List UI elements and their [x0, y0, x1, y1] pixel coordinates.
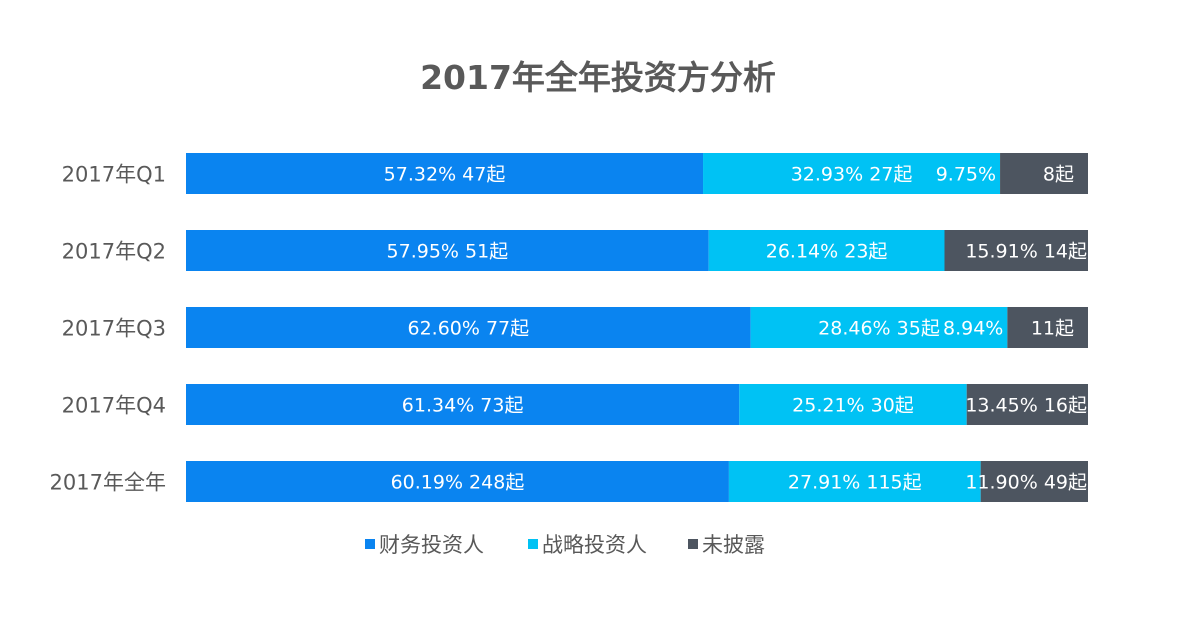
bar-segment: [728, 461, 981, 502]
bar-segment: [186, 153, 704, 194]
legend-swatch: [528, 539, 538, 549]
bar-area: [186, 153, 1088, 502]
bar-data-label: 9.75%: [936, 164, 996, 186]
bar-data-label: 62.60% 77起: [407, 318, 529, 340]
bar-data-label: 32.93% 27起: [791, 164, 913, 186]
bar-data-label: 8起: [1043, 164, 1074, 186]
bar-data-label: 61.34% 73起: [402, 395, 524, 417]
category-label: 2017年Q4: [62, 394, 166, 418]
bar-segment: [186, 307, 751, 348]
bar-segment: [966, 384, 1088, 425]
legend-label: 财务投资人: [379, 533, 484, 557]
bar-segment: [708, 230, 945, 271]
bar-data-label: 28.46% 35起: [818, 318, 940, 340]
bar-data-label: 57.95% 51起: [387, 241, 509, 263]
bar-segment: [750, 307, 1008, 348]
bar-data-label: 11.90% 49起: [965, 472, 1087, 494]
bar-data-label: 8.94%: [943, 318, 1003, 340]
bar-segment: [980, 461, 1088, 502]
bar-data-label: 11起: [1031, 318, 1074, 340]
category-label: 2017年Q1: [62, 163, 166, 187]
category-label: 2017年Q2: [62, 240, 166, 264]
legend-swatch: [365, 539, 375, 549]
bar-segment: [944, 230, 1088, 271]
bar-segment: [186, 461, 729, 502]
bar-data-label: 26.14% 23起: [766, 241, 888, 263]
bar-data-label: 27.91% 115起: [788, 472, 922, 494]
legend-label: 战略投资人: [542, 533, 647, 557]
bar-segment: [186, 384, 740, 425]
bar-data-label: 15.91% 14起: [965, 241, 1087, 263]
chart-title: 2017年全年投资方分析: [420, 58, 776, 97]
category-label: 2017年Q3: [62, 317, 166, 341]
legend-swatch: [688, 539, 698, 549]
bar-data-label: 25.21% 30起: [792, 395, 914, 417]
bar-data-label: 13.45% 16起: [965, 395, 1087, 417]
bar-segment: [186, 230, 709, 271]
bar-segment: [739, 384, 967, 425]
legend-label: 未披露: [702, 533, 765, 557]
bar-data-label: 57.32% 47起: [384, 164, 506, 186]
bar-data-label: 60.19% 248起: [391, 472, 525, 494]
legend: 财务投资人 战略投资人 未披露: [365, 533, 765, 557]
bar-data-labels: 57.32% 47起 32.93% 27起 9.75% 8起 57.95% 51起 26.…: [384, 164, 1087, 494]
category-labels: 2017年Q1 2017年Q2 2017年Q3 2017年Q4 2017年全年: [50, 163, 166, 495]
bar-segment: [1007, 307, 1088, 348]
bar-segment: [703, 153, 1001, 194]
bar-segment: [1000, 153, 1088, 194]
category-label: 2017年全年: [50, 471, 166, 495]
